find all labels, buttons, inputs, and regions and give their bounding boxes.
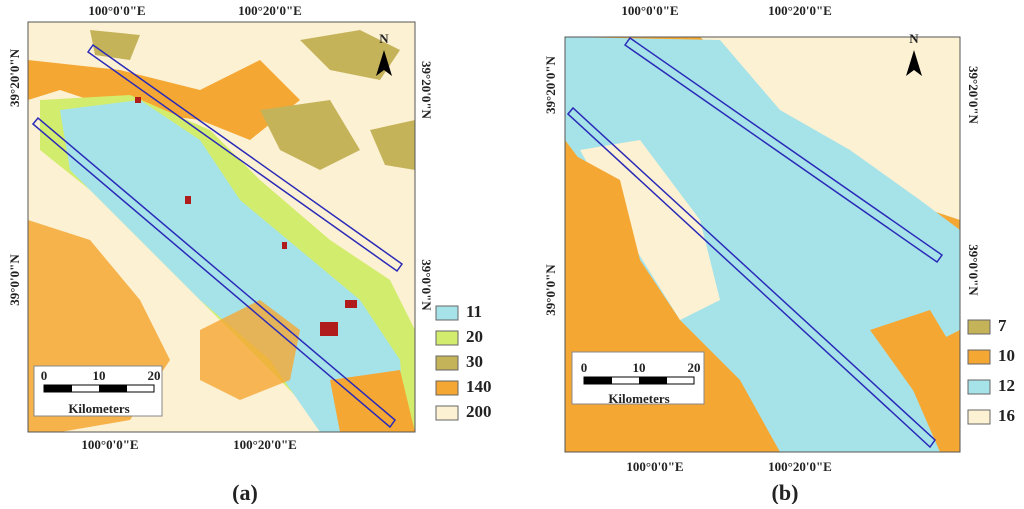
legend-label: 10: [998, 346, 1015, 365]
lat-label: 39°20'0"N: [7, 48, 22, 107]
legend-label: 12: [998, 376, 1015, 395]
legend-label: 11: [466, 302, 482, 321]
scale-tick: 10: [633, 360, 646, 375]
map-a: [28, 22, 415, 432]
legend-label: 200: [466, 402, 492, 421]
scale-tick: 20: [148, 368, 161, 383]
scale-unit: Kilometers: [608, 391, 669, 406]
lat-label: 39°0'0"N: [543, 264, 558, 316]
map-frame: [564, 36, 961, 453]
lon-label: 100°0'0"E: [81, 437, 138, 452]
lon-label: 100°20'0"E: [238, 3, 302, 18]
lon-label: 100°0'0"E: [626, 459, 683, 474]
legend-swatch: [967, 379, 991, 395]
caption: (b): [772, 480, 799, 504]
scale-bar: [571, 351, 705, 405]
legend-swatch: [435, 380, 459, 396]
legend-swatch: [435, 405, 459, 421]
legend-swatch: [967, 349, 991, 365]
lat-label: 39°20'0"N: [419, 61, 434, 120]
scale-tick: 10: [93, 368, 106, 383]
legend-swatch: [435, 330, 459, 346]
legend-swatch: [435, 355, 459, 371]
lon-label: 100°20'0"E: [768, 3, 832, 18]
legend-swatch: [967, 319, 991, 335]
legend-label: 7: [998, 316, 1007, 335]
lat-label: 39°0'0"N: [966, 244, 981, 296]
legend-swatch: [967, 409, 991, 425]
scale-tick: 20: [688, 360, 701, 375]
scale-unit: Kilometers: [68, 401, 129, 416]
lat-label: 39°20'0"N: [543, 55, 558, 114]
legend-label: 16: [998, 406, 1015, 425]
north-label: N: [379, 31, 389, 46]
scale-tick: 0: [41, 368, 48, 383]
map-frame: [27, 21, 416, 433]
scale-tick: 0: [581, 360, 588, 375]
caption: (a): [232, 480, 258, 504]
lon-label: 100°20'0"E: [768, 459, 832, 474]
scale-bar: [33, 365, 163, 417]
lat-label: 39°20'0"N: [966, 66, 981, 125]
legend-label: 30: [466, 352, 483, 371]
legend-label: 140: [466, 377, 492, 396]
north-arrow: [376, 50, 392, 76]
lon-label: 100°0'0"E: [88, 3, 145, 18]
north-arrow: [906, 50, 922, 76]
legend-label: 20: [466, 327, 483, 346]
lat-label: 39°0'0"N: [7, 254, 22, 306]
lat-label: 39°0'0"N: [419, 259, 434, 311]
lon-label: 100°0'0"E: [621, 3, 678, 18]
north-label: N: [909, 31, 919, 46]
lon-label: 100°20'0"E: [233, 437, 297, 452]
legend-swatch: [435, 305, 459, 321]
